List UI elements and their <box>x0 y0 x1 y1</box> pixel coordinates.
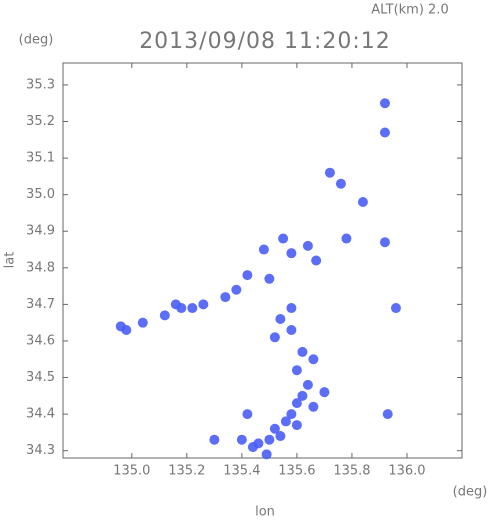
echo <box>264 434 275 445</box>
echo <box>253 438 264 449</box>
echo <box>286 248 297 259</box>
y-tick-label: 35.1 <box>26 151 55 166</box>
echo <box>159 310 170 321</box>
echo <box>379 98 390 109</box>
y-tick-label: 34.7 <box>26 297 55 312</box>
echo <box>302 379 313 390</box>
y-tick-label: 34.6 <box>26 333 55 348</box>
y-tick-label: 34.9 <box>26 224 55 239</box>
echo <box>269 332 280 343</box>
echo <box>308 401 319 412</box>
echo <box>258 244 269 255</box>
y-label: lat <box>3 252 18 269</box>
x-label: lon <box>255 505 275 520</box>
echo <box>319 387 330 398</box>
echo <box>236 434 247 445</box>
y-tick-label: 35.2 <box>26 114 55 129</box>
x-unit: (deg) <box>453 485 488 500</box>
echo <box>275 314 286 325</box>
echo <box>286 324 297 335</box>
plot-frame <box>62 62 463 459</box>
x-tick-label: 135.8 <box>333 464 370 479</box>
echo <box>242 270 253 281</box>
echo <box>291 398 302 409</box>
echo <box>264 273 275 284</box>
y-tick-label: 34.8 <box>26 260 55 275</box>
y-tick-label: 35.3 <box>26 77 55 92</box>
echo <box>275 431 286 442</box>
y-tick-label: 34.4 <box>26 407 55 422</box>
echo <box>379 127 390 138</box>
chart-title: 2013/09/08 11:20:12 <box>139 29 391 54</box>
y-tick-label: 34.5 <box>26 370 55 385</box>
y-tick-label: 34.3 <box>26 443 55 458</box>
x-tick-label: 135.0 <box>113 464 150 479</box>
echo <box>297 346 308 357</box>
echo <box>176 303 187 314</box>
echo <box>286 303 297 314</box>
x-tick-label: 135.6 <box>278 464 315 479</box>
echo <box>286 409 297 420</box>
x-tick-label: 135.2 <box>168 464 205 479</box>
echo <box>291 365 302 376</box>
echo <box>121 324 132 335</box>
echo <box>297 390 308 401</box>
echo <box>311 255 322 266</box>
echo <box>324 167 335 178</box>
echo <box>379 237 390 248</box>
echo <box>242 409 253 420</box>
echo <box>269 423 280 434</box>
echo <box>187 303 198 314</box>
echo <box>335 178 346 189</box>
y-tick-label: 35.0 <box>26 187 55 202</box>
echo <box>390 303 401 314</box>
echo <box>382 409 393 420</box>
echo <box>137 317 148 328</box>
echo <box>308 354 319 365</box>
echo <box>278 233 289 244</box>
echo <box>261 449 272 460</box>
altitude: ALT(km) 2.0 <box>371 3 448 18</box>
echo <box>341 233 352 244</box>
echo <box>231 284 242 295</box>
echo <box>280 416 291 427</box>
echo <box>291 420 302 431</box>
echo <box>220 292 231 303</box>
y-unit: (deg) <box>19 33 54 48</box>
x-tick-label: 135.4 <box>223 464 260 479</box>
echo <box>302 240 313 251</box>
echo <box>198 299 209 310</box>
x-tick-label: 136.0 <box>388 464 425 479</box>
echo <box>209 434 220 445</box>
echo <box>357 196 368 207</box>
